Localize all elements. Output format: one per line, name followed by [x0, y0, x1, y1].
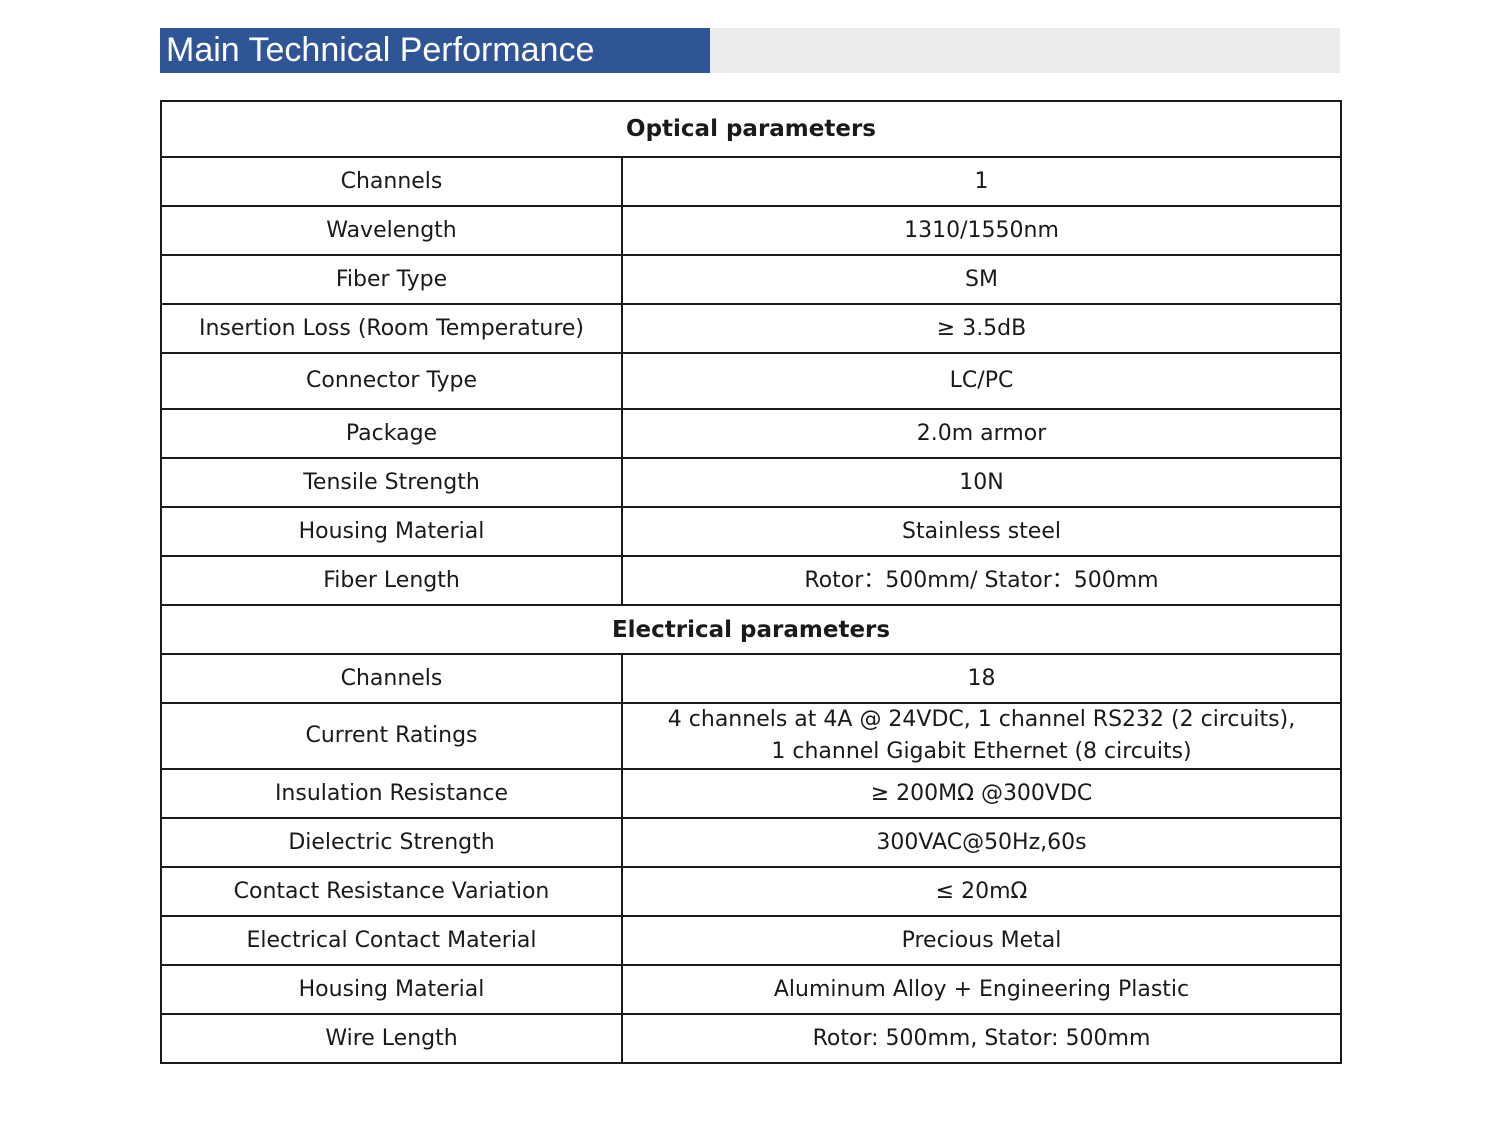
table-row: Dielectric Strength 300VAC@50Hz,60s	[160, 817, 1343, 868]
table-row: Insulation Resistance ≥ 200MΩ @300VDC	[160, 768, 1343, 819]
row-value: 4 channels at 4A @ 24VDC, 1 channel RS23…	[620, 702, 1343, 770]
table-row: Package 2.0m armor	[160, 408, 1343, 459]
row-value: 1	[620, 156, 1343, 207]
table-row: Channels 1	[160, 156, 1343, 207]
row-value: Precious Metal	[620, 915, 1343, 966]
technical-performance-table: Optical parameters Channels 1 Wavelength…	[159, 100, 1343, 1064]
section-header-row: Electrical parameters	[159, 604, 1343, 655]
row-value: Rotor: 500mm, Stator: 500mm	[620, 1013, 1343, 1064]
row-label: Fiber Type	[160, 254, 623, 305]
row-label: Wire Length	[160, 1013, 623, 1064]
row-label: Housing Material	[160, 964, 623, 1015]
row-value: SM	[620, 254, 1343, 305]
row-label: Insertion Loss (Room Temperature)	[160, 303, 623, 354]
row-value: 10N	[620, 457, 1343, 508]
section-title-bar: Main Technical Performance	[160, 28, 1340, 73]
row-label: Wavelength	[160, 205, 623, 256]
row-value: ≥ 3.5dB	[620, 303, 1343, 354]
row-label: Tensile Strength	[160, 457, 623, 508]
table-row: Fiber Length Rotor：500mm/ Stator：500mm	[160, 555, 1343, 606]
row-value: 2.0m armor	[620, 408, 1343, 459]
row-value: Aluminum Alloy + Engineering Plastic	[620, 964, 1343, 1015]
row-label: Fiber Length	[160, 555, 623, 606]
table-row: Tensile Strength 10N	[160, 457, 1343, 508]
row-label: Dielectric Strength	[160, 817, 623, 868]
row-label: Insulation Resistance	[160, 768, 623, 819]
row-value-line: 1 channel Gigabit Ethernet (8 circuits)	[771, 739, 1192, 764]
table-row: Fiber Type SM	[160, 254, 1343, 305]
row-label: Connector Type	[160, 352, 623, 410]
row-value: ≤ 20mΩ	[620, 866, 1343, 917]
row-value: 300VAC@50Hz,60s	[620, 817, 1343, 868]
electrical-section-heading: Electrical parameters	[159, 604, 1343, 655]
optical-section-heading: Optical parameters	[159, 100, 1343, 158]
table-row: Insertion Loss (Room Temperature) ≥ 3.5d…	[160, 303, 1343, 354]
row-value: LC/PC	[620, 352, 1343, 410]
table-row: Contact Resistance Variation ≤ 20mΩ	[160, 866, 1343, 917]
row-value: 18	[620, 653, 1343, 704]
table-row: Housing Material Stainless steel	[160, 506, 1343, 557]
row-label: Contact Resistance Variation	[160, 866, 623, 917]
row-value: 1310/1550nm	[620, 205, 1343, 256]
row-label: Electrical Contact Material	[160, 915, 623, 966]
table-row: Wavelength 1310/1550nm	[160, 205, 1343, 256]
section-header-row: Optical parameters	[159, 100, 1343, 158]
row-value-line: 4 channels at 4A @ 24VDC, 1 channel RS23…	[667, 707, 1296, 732]
row-label: Housing Material	[160, 506, 623, 557]
row-label: Channels	[160, 653, 623, 704]
table-row: Channels 18	[160, 653, 1343, 704]
table-row: Connector Type LC/PC	[160, 352, 1343, 410]
row-value: Rotor：500mm/ Stator：500mm	[620, 555, 1343, 606]
table-row: Wire Length Rotor: 500mm, Stator: 500mm	[160, 1013, 1343, 1064]
table-row: Current Ratings 4 channels at 4A @ 24VDC…	[160, 702, 1343, 770]
table-row: Electrical Contact Material Precious Met…	[160, 915, 1343, 966]
section-title-highlight	[160, 28, 710, 73]
row-value: Stainless steel	[620, 506, 1343, 557]
row-label: Current Ratings	[160, 702, 623, 770]
row-label: Package	[160, 408, 623, 459]
row-label: Channels	[160, 156, 623, 207]
page-title: Main Technical Performance	[166, 31, 595, 69]
row-value: ≥ 200MΩ @300VDC	[620, 768, 1343, 819]
table-row: Housing Material Aluminum Alloy + Engine…	[160, 964, 1343, 1015]
